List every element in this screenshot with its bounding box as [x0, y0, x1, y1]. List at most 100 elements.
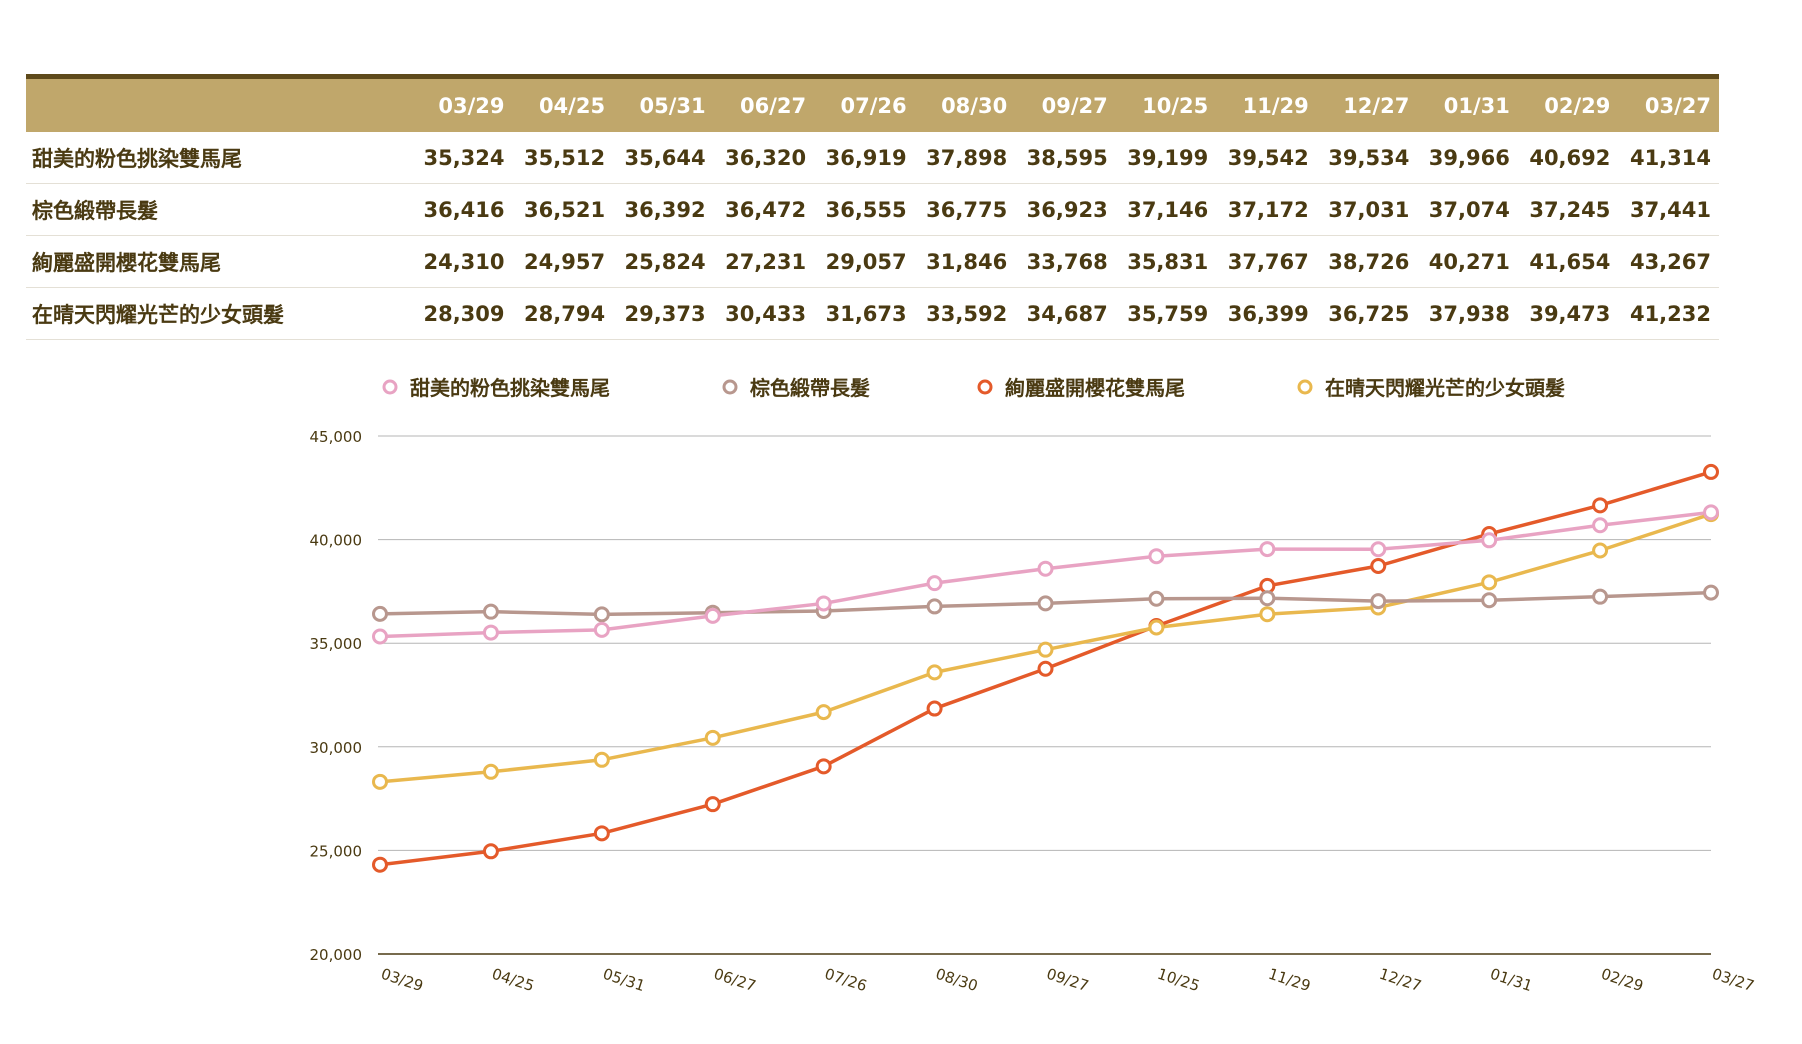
table-row-label: 棕色緞帶長髮 — [26, 183, 412, 236]
data-point — [1259, 606, 1276, 623]
table-header-blank — [26, 74, 412, 132]
y-tick-label: 45,000 — [310, 428, 363, 446]
table-row: 棕色緞帶長髮 36,416 36,521 36,392 36,472 36,555 36,7… — [26, 183, 1719, 236]
table-cell: 43,267 — [1618, 235, 1719, 288]
table-header-date: 12/27 — [1316, 74, 1418, 132]
data-point — [1703, 504, 1719, 521]
legend-label: 棕色緞帶長髮 — [750, 376, 870, 400]
table-cell: 41,314 — [1618, 132, 1719, 184]
table-cell: 37,074 — [1417, 183, 1518, 236]
x-tick-label: 02/29 — [1599, 965, 1646, 995]
table-cell: 39,199 — [1115, 132, 1217, 184]
x-tick-label: 03/27 — [1710, 965, 1757, 995]
table-cell: 38,595 — [1015, 132, 1116, 184]
table-cell: 36,923 — [1015, 183, 1116, 236]
data-point — [1481, 532, 1498, 549]
data-point — [704, 729, 721, 746]
table-cell: 27,231 — [713, 235, 815, 288]
table-cell: 35,759 — [1115, 287, 1217, 340]
data-point — [1592, 588, 1609, 605]
y-tick-label: 35,000 — [310, 635, 363, 653]
data-point — [1370, 541, 1387, 558]
table-cell: 37,898 — [914, 132, 1016, 184]
table-cell: 37,938 — [1417, 287, 1518, 340]
data-point — [593, 621, 610, 638]
table-cell: 33,768 — [1015, 235, 1116, 288]
data-point — [593, 751, 610, 768]
table-cell: 28,794 — [512, 287, 614, 340]
x-tick-label: 10/25 — [1155, 965, 1202, 995]
table-cell: 40,692 — [1517, 132, 1619, 184]
table-cell: 31,846 — [914, 235, 1016, 288]
legend-marker — [722, 379, 738, 395]
data-point — [926, 664, 943, 681]
data-point — [372, 628, 388, 645]
table-cell: 37,146 — [1115, 183, 1217, 236]
table-header-date: 08/30 — [914, 74, 1016, 132]
data-point — [372, 856, 388, 873]
x-tick-label: 04/25 — [490, 965, 537, 995]
table-cell: 29,373 — [613, 287, 714, 340]
table-header-date: 07/26 — [814, 74, 915, 132]
table-cell: 37,245 — [1517, 183, 1619, 236]
data-point — [372, 773, 388, 790]
table-cell: 34,687 — [1015, 287, 1116, 340]
table-header-date: 03/29 — [412, 74, 513, 132]
table-cell: 41,654 — [1517, 235, 1619, 288]
table-cell: 38,726 — [1316, 235, 1418, 288]
table-cell: 36,392 — [613, 183, 714, 236]
table-cell: 36,725 — [1316, 287, 1418, 340]
table-row-label: 在晴天閃耀光芒的少女頭髮 — [26, 287, 412, 340]
data-point — [482, 603, 499, 620]
table-header-row: 03/29 04/25 05/31 06/27 07/26 08/30 09/27 10/25… — [26, 74, 1719, 132]
table-cell: 37,441 — [1618, 183, 1719, 236]
data-table: 03/29 04/25 05/31 06/27 07/26 08/30 09/27 10/25… — [26, 74, 1719, 340]
table-row: 在晴天閃耀光芒的少女頭髮 28,309 28,794 29,373 30,433 31,6… — [26, 287, 1719, 340]
data-point — [1481, 592, 1498, 609]
table-cell: 28,309 — [412, 287, 513, 340]
table-cell: 40,271 — [1417, 235, 1518, 288]
x-tick-label: 12/27 — [1377, 965, 1424, 995]
table-cell: 35,831 — [1115, 235, 1217, 288]
table-cell: 36,919 — [814, 132, 915, 184]
table-cell: 29,057 — [814, 235, 915, 288]
table-cell: 35,644 — [613, 132, 714, 184]
table-cell: 39,542 — [1216, 132, 1317, 184]
table-cell: 36,775 — [914, 183, 1016, 236]
data-point — [704, 796, 721, 813]
table-cell: 36,416 — [412, 183, 513, 236]
data-point — [1148, 619, 1165, 636]
legend-label: 甜美的粉色挑染雙馬尾 — [410, 376, 610, 400]
data-point — [1259, 590, 1276, 607]
table-cell: 37,031 — [1316, 183, 1418, 236]
table-cell: 39,473 — [1517, 287, 1619, 340]
x-tick-label: 03/29 — [379, 965, 426, 995]
data-point — [1037, 641, 1054, 658]
table-cell: 31,673 — [814, 287, 915, 340]
table-cell: 35,512 — [512, 132, 614, 184]
data-point — [1037, 660, 1054, 677]
data-point — [926, 700, 943, 717]
table-cell: 24,310 — [412, 235, 513, 288]
legend-label: 在晴天閃耀光芒的少女頭髮 — [1325, 376, 1565, 400]
table-cell: 37,172 — [1216, 183, 1317, 236]
x-tick-label: 11/29 — [1266, 965, 1313, 995]
y-tick-label: 20,000 — [310, 946, 363, 964]
line-chart: 20,000 25,000 30,000 35,000 40,000 45,000 03/2… — [310, 376, 1757, 995]
data-point — [593, 606, 610, 623]
table-cell: 33,592 — [914, 287, 1016, 340]
table-cell: 36,320 — [713, 132, 815, 184]
table-header-date: 11/29 — [1216, 74, 1317, 132]
data-point — [372, 605, 388, 622]
data-point — [704, 607, 721, 624]
data-point — [926, 575, 943, 592]
x-tick-label: 09/27 — [1044, 965, 1091, 995]
data-point — [1037, 560, 1054, 577]
data-point — [1592, 517, 1609, 534]
table-header-date: 05/31 — [613, 74, 714, 132]
data-point — [1037, 595, 1054, 612]
table-row: 絢麗盛開櫻花雙馬尾 24,310 24,957 25,824 27,231 29,057 3… — [26, 235, 1719, 288]
data-point — [1592, 542, 1609, 559]
data-point — [815, 595, 832, 612]
table-cell: 39,966 — [1417, 132, 1518, 184]
